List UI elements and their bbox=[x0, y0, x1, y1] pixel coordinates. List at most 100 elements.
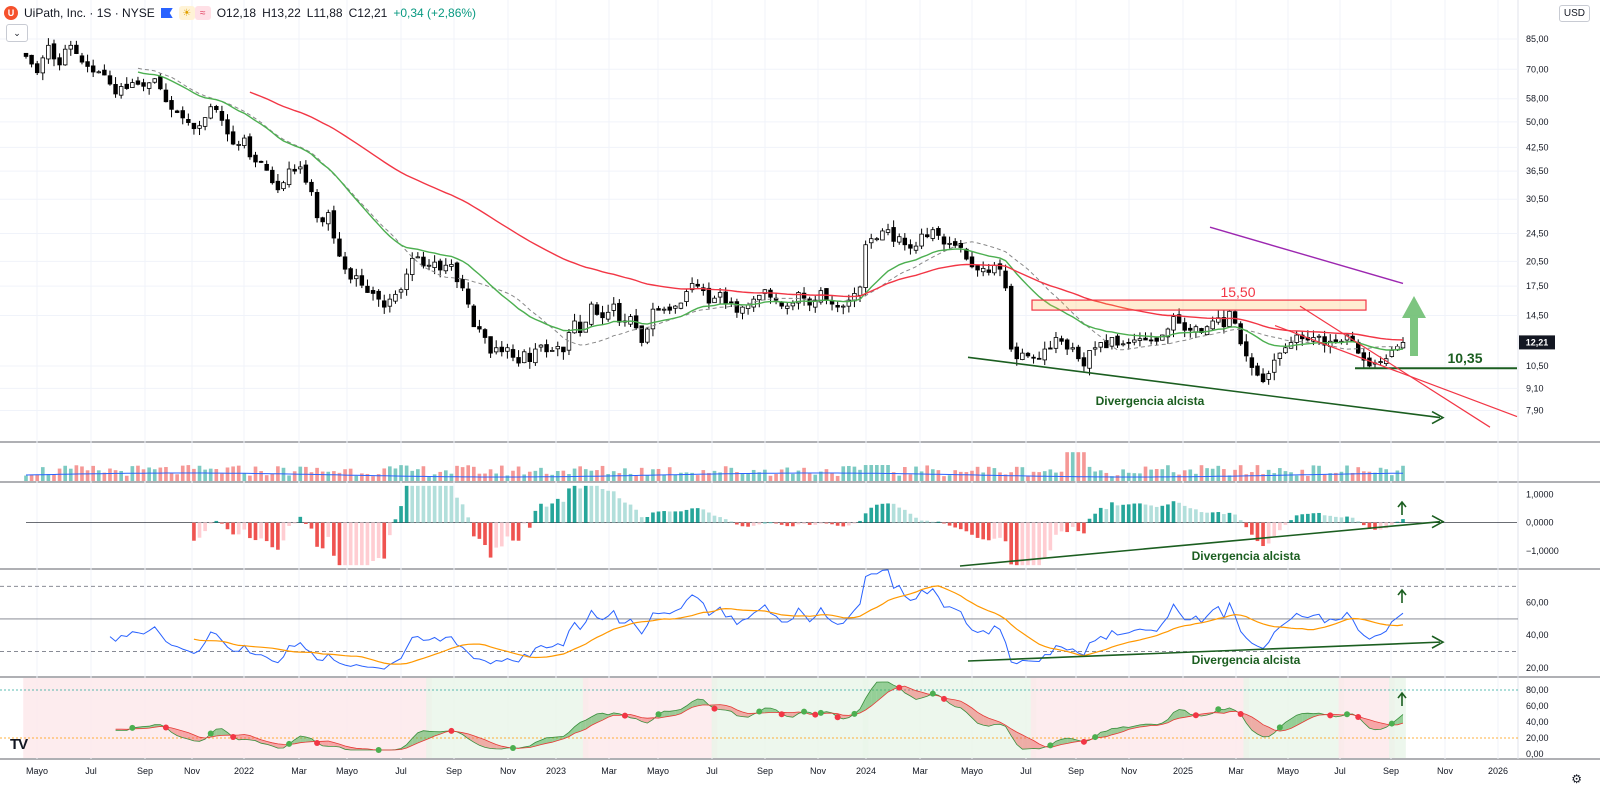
candle-body bbox=[354, 275, 359, 280]
macd-histogram-bar bbox=[220, 522, 224, 524]
volume-bar bbox=[466, 465, 471, 481]
volume-bar bbox=[1272, 473, 1277, 481]
volume-bar bbox=[673, 474, 678, 481]
macd-histogram-bar bbox=[287, 522, 291, 526]
volume-bar bbox=[796, 470, 801, 481]
volume-bar bbox=[1087, 466, 1092, 481]
macd-histogram-bar bbox=[863, 513, 868, 523]
volume-bar bbox=[735, 472, 739, 481]
macd-histogram-bar bbox=[611, 491, 616, 523]
volume-bar bbox=[164, 467, 168, 481]
symbol-title[interactable]: UiPath, Inc. · 1S · NYSE bbox=[24, 6, 155, 20]
candle-body bbox=[264, 163, 269, 171]
osc-axis-tick-label: 60,00 bbox=[1526, 701, 1549, 711]
wave-icon[interactable]: ≈ bbox=[194, 6, 211, 20]
ema-fast-line bbox=[137, 71, 1404, 351]
candle-body bbox=[1014, 346, 1019, 360]
price-axis-tick-label: 58,00 bbox=[1526, 94, 1549, 104]
candle-body bbox=[163, 89, 169, 103]
volume-bar bbox=[746, 472, 750, 481]
macd-histogram-bar bbox=[1222, 514, 1226, 523]
macd-histogram-bar bbox=[382, 522, 387, 559]
volume-bar bbox=[1070, 452, 1075, 481]
osc-fill-segment bbox=[1022, 734, 1028, 750]
osc-fill-segment bbox=[182, 730, 189, 740]
osc-fill-segment bbox=[496, 744, 502, 750]
macd-histogram-bar bbox=[623, 502, 627, 523]
volume-bar bbox=[326, 471, 331, 481]
candle-body bbox=[667, 306, 672, 311]
osc-cross-dot bbox=[375, 747, 382, 753]
candle-body bbox=[398, 289, 404, 293]
macd-histogram-bar bbox=[1233, 514, 1237, 523]
flag-icon[interactable] bbox=[160, 8, 173, 18]
macd-histogram-bar bbox=[208, 522, 213, 524]
sun-icon[interactable]: ☀ bbox=[178, 6, 195, 20]
osc-fill-segment bbox=[429, 731, 435, 739]
volume-bar bbox=[371, 476, 375, 481]
osc-cross-dot bbox=[896, 684, 903, 691]
currency-selector[interactable]: USD bbox=[1558, 5, 1590, 22]
divergence-arrowhead-rsi bbox=[1431, 635, 1445, 649]
osc-fill-segment bbox=[468, 733, 474, 743]
osc-fill-segment bbox=[1246, 714, 1252, 731]
chevron-down-icon[interactable]: ⌄ bbox=[6, 24, 28, 42]
volume-bar bbox=[516, 466, 521, 481]
volume-bar bbox=[511, 470, 515, 481]
volume-bar bbox=[393, 468, 398, 481]
volume-bar bbox=[1250, 472, 1254, 481]
price-axis-tick-label: 50,00 bbox=[1526, 117, 1549, 127]
macd-histogram-bar bbox=[292, 522, 297, 524]
macd-histogram-bar bbox=[1244, 522, 1249, 528]
macd-histogram-bar bbox=[416, 485, 420, 523]
macd-histogram-bar bbox=[1311, 513, 1316, 523]
macd-histogram-bar bbox=[1149, 505, 1153, 523]
macd-histogram-bar bbox=[886, 503, 890, 523]
macd-histogram-bar bbox=[975, 522, 980, 538]
volume-bar bbox=[1222, 469, 1226, 481]
candle-body bbox=[46, 44, 51, 60]
candle-body bbox=[1322, 336, 1327, 346]
macd-histogram-bar bbox=[304, 522, 308, 524]
candle-body bbox=[1025, 352, 1031, 357]
volume-bar bbox=[35, 474, 40, 481]
volume-bar bbox=[1143, 466, 1148, 481]
candle-body bbox=[527, 352, 532, 362]
divergence-label-macd: Divergencia alcista bbox=[1192, 549, 1301, 563]
volume-bar bbox=[942, 476, 946, 481]
volume-bar bbox=[522, 474, 527, 481]
volume-bar bbox=[891, 472, 896, 481]
volume-bar bbox=[85, 470, 90, 481]
candle-body bbox=[785, 305, 790, 309]
osc-fill-segment bbox=[1134, 724, 1140, 729]
volume-bar bbox=[63, 465, 68, 481]
osc-fill-segment bbox=[193, 734, 200, 742]
x-axis-tick-label: Sep bbox=[757, 766, 773, 776]
candle-body bbox=[253, 154, 258, 163]
macd-histogram-bar bbox=[639, 517, 644, 523]
candle-body bbox=[382, 300, 387, 308]
x-axis-tick-label: Mayo bbox=[336, 766, 358, 776]
macd-histogram-bar bbox=[214, 520, 219, 523]
macd-histogram-bar bbox=[1087, 518, 1092, 523]
macd-histogram-bar bbox=[1283, 522, 1288, 525]
candle-body bbox=[1048, 347, 1053, 350]
macd-histogram-bar bbox=[332, 522, 336, 556]
volume-bar bbox=[1238, 465, 1243, 481]
osc-fill-segment bbox=[580, 720, 586, 732]
macd-histogram-bar bbox=[281, 522, 286, 541]
candle-body bbox=[706, 287, 712, 304]
macd-histogram-bar bbox=[544, 506, 549, 523]
osc-fill-segment bbox=[177, 729, 183, 738]
macd-histogram-bar bbox=[751, 522, 756, 526]
candle-body bbox=[1092, 347, 1098, 350]
macd-histogram-bar bbox=[371, 522, 375, 562]
gear-icon[interactable]: ⚙ bbox=[1571, 772, 1582, 786]
candle-body bbox=[768, 289, 773, 298]
macd-histogram-bar bbox=[1054, 522, 1058, 535]
macd-histogram-bar bbox=[1042, 522, 1047, 558]
osc-axis-tick-label: 0,00 bbox=[1526, 749, 1544, 759]
tradingview-logo[interactable]: TV bbox=[10, 736, 28, 753]
